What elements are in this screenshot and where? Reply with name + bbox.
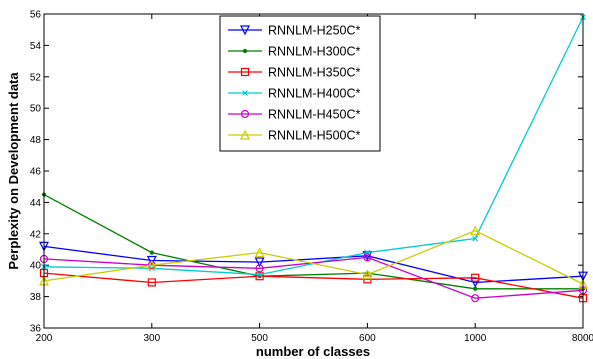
x-tick-label: 500 — [251, 333, 268, 344]
x-axis-label: number of classes — [256, 344, 370, 359]
data-point — [242, 90, 248, 96]
data-point — [362, 269, 373, 280]
data-point — [146, 255, 157, 266]
legend-label: RNNLM-H350C* — [268, 66, 361, 80]
y-tick-label: 48 — [30, 135, 42, 146]
x-tick-label: 200 — [36, 333, 53, 344]
plot-area-frame — [43, 13, 584, 329]
y-tick-label: 52 — [30, 72, 42, 83]
data-point — [471, 294, 480, 303]
data-point — [256, 271, 263, 278]
data-point — [149, 250, 154, 255]
legend-entry: RNNLM-H350C* — [228, 66, 361, 80]
data-point — [240, 67, 250, 77]
data-point — [472, 235, 479, 242]
legend-label: RNNLM-H400C* — [268, 87, 361, 101]
data-point — [240, 129, 250, 140]
y-tick-label: 50 — [30, 104, 42, 115]
data-point — [363, 253, 372, 262]
legend-label: RNNLM-H500C* — [268, 129, 361, 143]
legend-entry: RNNLM-H500C* — [228, 129, 361, 143]
y-tick-label: 42 — [30, 229, 42, 240]
x-tick-label: 300 — [143, 333, 160, 344]
legend-entry: RNNLM-H450C* — [228, 108, 361, 122]
data-point — [255, 272, 264, 281]
y-axis-label: Perplexity on Development data — [6, 72, 21, 270]
x-tick-label: 8000 — [572, 333, 593, 344]
series-line — [43, 229, 584, 285]
y-axis-ticks: 36 38 40 42 44 46 48 50 52 54 56 — [30, 10, 583, 335]
series-line — [43, 256, 584, 299]
y-tick-label: 56 — [30, 10, 42, 21]
data-point — [147, 278, 156, 287]
data-point — [254, 247, 265, 258]
data-point — [363, 275, 372, 284]
series-line — [43, 272, 584, 299]
legend-entry: RNNLM-H400C* — [228, 87, 361, 101]
legend-entry: RNNLM-H250C* — [228, 24, 361, 38]
x-tick-label: 1000 — [464, 333, 487, 344]
series-line — [43, 245, 584, 284]
legend-entry: RNNLM-H300C* — [228, 45, 361, 59]
series-line — [43, 194, 583, 290]
data-point — [362, 251, 373, 262]
data-point — [470, 277, 481, 288]
data-point — [473, 286, 478, 291]
y-tick-label: 44 — [30, 198, 42, 209]
legend-label: RNNLM-H250C* — [268, 24, 361, 38]
data-point — [470, 225, 481, 236]
data-point — [242, 48, 248, 54]
x-tick-label: 600 — [359, 333, 376, 344]
legend-label: RNNLM-H300C* — [268, 45, 361, 59]
legend-label: RNNLM-H450C* — [268, 108, 361, 122]
series-2 — [41, 192, 586, 291]
data-point — [255, 264, 264, 273]
data-point — [146, 259, 157, 270]
legend: RNNLM-H250C* RNNLM-H300C* RNNLM-H350C* RNNL… — [219, 15, 381, 152]
legend-box — [219, 15, 381, 152]
data-point — [240, 109, 250, 119]
data-point — [471, 273, 480, 282]
data-point — [254, 257, 265, 268]
y-tick-label: 46 — [30, 167, 42, 178]
y-tick-label: 36 — [30, 324, 42, 335]
y-tick-label: 40 — [30, 261, 42, 272]
y-tick-label: 54 — [30, 41, 42, 52]
data-point — [240, 25, 250, 36]
y-tick-label: 38 — [30, 292, 42, 303]
